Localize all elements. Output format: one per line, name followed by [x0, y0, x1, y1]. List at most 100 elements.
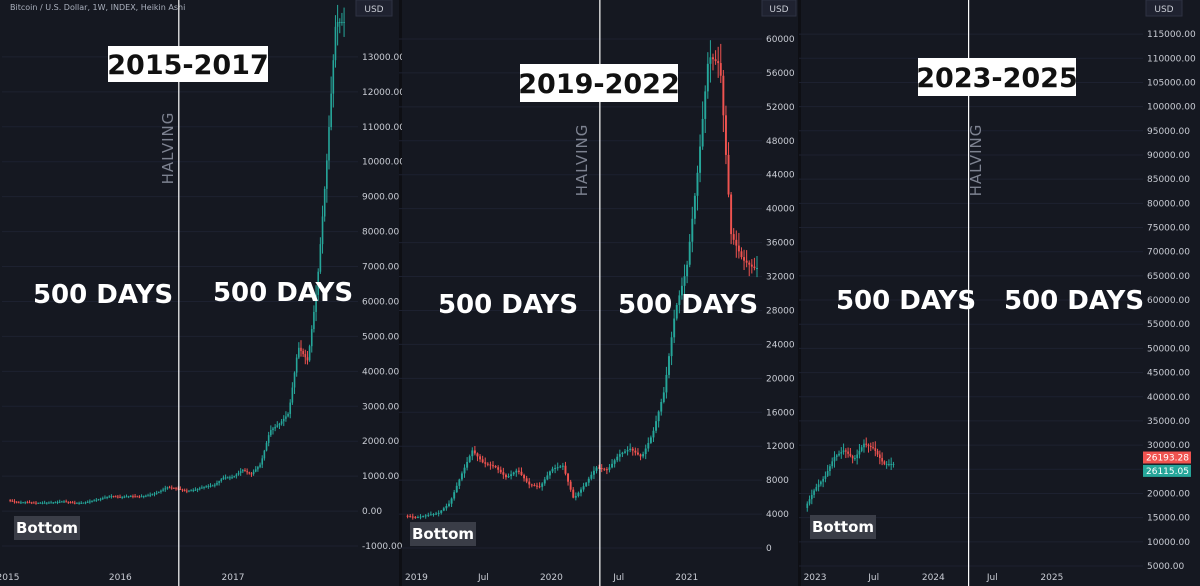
bottom-label: Bottom: [812, 518, 874, 536]
candle-body: [278, 423, 281, 426]
y-tick-label: 60000.00: [1147, 296, 1190, 306]
candle-body: [119, 496, 121, 498]
candle-body: [341, 22, 343, 23]
candle-body: [577, 492, 580, 497]
panel-background: [801, 0, 1200, 586]
y-tick-label: 65000.00: [1147, 272, 1190, 282]
candle-body: [157, 491, 160, 493]
candle-body: [504, 474, 507, 478]
candle-body: [192, 490, 195, 492]
candle-body: [188, 490, 190, 492]
candle-body: [634, 450, 637, 453]
candle-body: [743, 257, 746, 261]
candle-body: [237, 472, 240, 475]
candle-body: [652, 430, 655, 438]
candle-body: [655, 421, 658, 431]
candle-body: [76, 502, 78, 504]
candle-body: [117, 496, 119, 498]
candle-body: [328, 127, 330, 161]
candle-body: [639, 454, 642, 457]
candle-body: [95, 499, 98, 501]
candle-body: [810, 494, 813, 500]
candle-body: [306, 357, 309, 361]
candle-body: [704, 91, 707, 119]
y-tick-label: -1000.00: [362, 542, 403, 552]
candle-body: [155, 492, 158, 494]
candle-body: [678, 295, 681, 305]
candle-body: [160, 490, 162, 492]
candle-body: [603, 468, 606, 470]
candle-body: [662, 392, 665, 402]
candle-body: [43, 502, 46, 504]
candle-body: [854, 458, 856, 460]
candle-body: [551, 468, 554, 472]
candle-body: [481, 459, 484, 463]
currency-badge[interactable]: [1145, 0, 1183, 17]
y-tick-label: 16000: [766, 408, 795, 418]
candle-body: [108, 496, 111, 498]
candle-body: [93, 500, 95, 502]
candle-body: [168, 487, 171, 489]
candle-body: [257, 466, 259, 470]
candle-body: [291, 387, 294, 403]
candle-body: [424, 515, 427, 517]
candle-body: [471, 450, 474, 457]
candle-body: [585, 482, 588, 487]
y-tick-label: 2000.00: [362, 437, 399, 447]
candle-body: [196, 489, 199, 491]
currency-badge[interactable]: [355, 0, 393, 17]
candle-body: [338, 22, 341, 23]
candle-body: [211, 485, 214, 487]
candle-body: [427, 514, 430, 516]
candle-body: [649, 437, 652, 443]
y-tick-label: 40000: [766, 205, 795, 215]
candle-body: [642, 454, 645, 457]
candle-body: [840, 452, 843, 454]
candle-body: [574, 496, 577, 498]
candle-body: [665, 374, 668, 393]
candle-body: [717, 61, 720, 64]
bottom-label: Bottom: [412, 525, 474, 543]
currency-badge[interactable]: [761, 0, 797, 17]
candle-body: [224, 477, 227, 479]
candle-body: [735, 239, 738, 246]
candle-body: [523, 475, 526, 479]
x-axis: 2019 Jul 2020 Jul 2021: [405, 573, 698, 583]
y-tick-label: 9000.00: [362, 193, 399, 203]
candle-body: [538, 486, 541, 488]
chart-title: 2019-2022: [518, 69, 680, 100]
candle-body: [267, 435, 270, 443]
candle-body: [252, 471, 255, 475]
candle-body: [546, 475, 549, 480]
candle-body: [706, 63, 709, 92]
chart-panel-2019-2022: HALVING 500 DAYS 500 DAYS 2019-2022 Bott…: [399, 0, 798, 586]
y-tick-label: 1000.00: [362, 472, 399, 482]
currency-label: USD: [1154, 5, 1173, 15]
candle-body: [101, 498, 104, 500]
candle-body: [851, 456, 854, 459]
candle-body: [712, 57, 714, 60]
candle-body: [246, 471, 248, 473]
candle-body: [629, 448, 632, 451]
candle-body: [33, 502, 35, 504]
candle-body: [419, 516, 422, 518]
candle-body: [842, 450, 845, 453]
right-days-label: 500 DAYS: [1004, 286, 1144, 316]
y-tick-label: 40000.00: [1147, 393, 1190, 403]
y-tick-label: 28000: [766, 306, 795, 316]
candle-body: [330, 93, 332, 128]
candle-body: [254, 469, 257, 472]
y-tick-label: 45000.00: [1147, 369, 1190, 379]
candle-body: [605, 469, 608, 471]
candle-body: [272, 428, 274, 431]
candle-body: [261, 458, 264, 465]
candle-body: [872, 447, 874, 449]
x-tick-label: Jul: [986, 573, 998, 583]
candle-body: [502, 472, 505, 475]
candle-body: [186, 490, 188, 492]
candle-body: [175, 488, 177, 490]
candle-body: [239, 471, 242, 473]
title-box: [108, 46, 268, 82]
currency-label: USD: [364, 5, 383, 15]
candle-body: [693, 195, 696, 219]
